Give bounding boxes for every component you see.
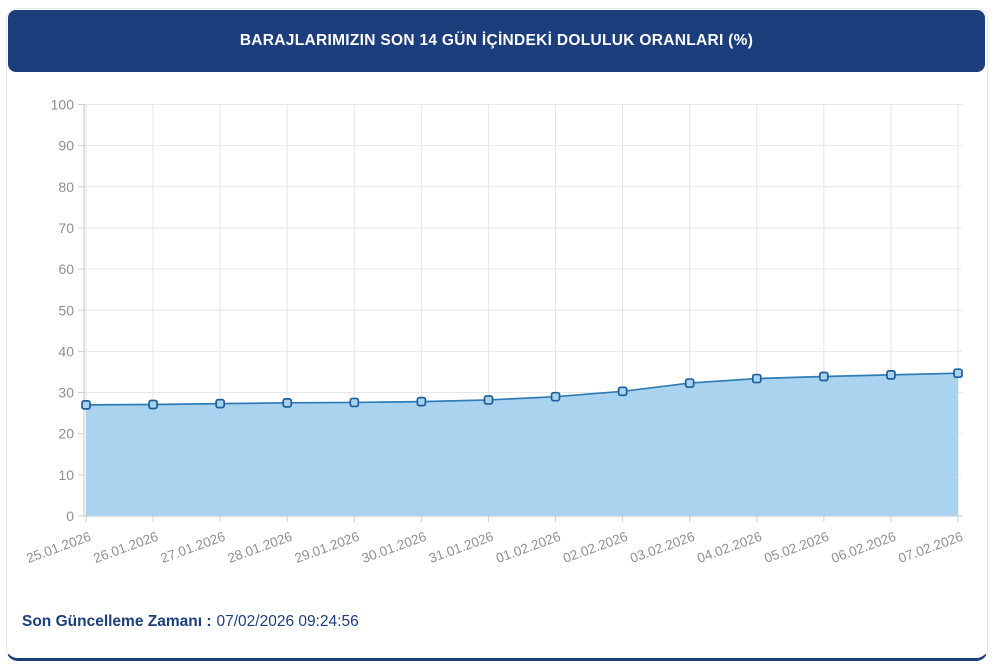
x-tick-label: 03.02.2026 — [628, 529, 697, 566]
x-tick-label: 04.02.2026 — [695, 529, 764, 566]
y-tick-label: 0 — [66, 508, 74, 524]
x-tick-label: 07.02.2026 — [896, 529, 965, 566]
data-point-marker[interactable] — [215, 398, 226, 409]
chart-canvas[interactable]: 0 10 20 30 40 50 60 70 80 90 100 25.01.202626.01.20… — [0, 88, 995, 588]
y-tick-label: 50 — [58, 302, 74, 318]
y-tick-label: 90 — [58, 138, 74, 154]
series-line — [85, 372, 959, 406]
x-tick-label: 31.01.2026 — [427, 529, 496, 566]
y-tick-label: 100 — [51, 97, 75, 113]
data-point-marker[interactable] — [483, 395, 494, 405]
data-point-marker[interactable] — [751, 373, 762, 384]
x-tick-label: 29.01.2026 — [293, 529, 362, 566]
x-tick-label: 26.01.2026 — [91, 529, 160, 566]
data-point-marker[interactable] — [818, 371, 829, 382]
y-tick-label: 30 — [58, 385, 74, 401]
y-tick-label: 70 — [58, 220, 74, 236]
data-point-marker[interactable] — [81, 400, 91, 410]
x-tick-label: 30.01.2026 — [360, 529, 429, 566]
chart-title-bar: BARAJLARIMIZIN SON 14 GÜN İÇİNDEKİ DOLUL… — [8, 10, 985, 72]
data-point-marker[interactable] — [953, 368, 963, 379]
data-point-marker[interactable] — [886, 370, 896, 380]
chart-title: BARAJLARIMIZIN SON 14 GÜN İÇİNDEKİ DOLUL… — [239, 32, 754, 49]
y-tick-label: 40 — [58, 343, 74, 359]
x-tick-label: 06.02.2026 — [829, 529, 898, 566]
data-point-marker[interactable] — [684, 378, 695, 388]
last-update-value: 07/02/2026 09:24:56 — [216, 613, 359, 630]
dam-fill-area-chart[interactable]: 0 10 20 30 40 50 60 70 80 90 100 25.01.2026 26.01.20… — [0, 88, 995, 588]
data-point-marker[interactable] — [416, 396, 427, 407]
x-tick-label: 28.01.2026 — [226, 529, 295, 566]
x-tick-label: 27.01.2026 — [159, 529, 228, 566]
data-point-marker[interactable] — [282, 397, 293, 408]
data-point-marker[interactable] — [148, 399, 158, 410]
last-update-label: Son Güncelleme Zamanı : — [22, 613, 212, 630]
y-tick-label: 80 — [58, 179, 74, 195]
x-tick-label: 25.01.2026 — [24, 529, 93, 566]
x-tick-label: 01.02.2026 — [494, 529, 563, 566]
data-point-marker[interactable] — [617, 386, 628, 397]
series-area — [86, 373, 958, 516]
y-tick-label: 60 — [58, 261, 74, 277]
y-tick-label: 10 — [58, 467, 74, 483]
x-tick-label: 02.02.2026 — [561, 529, 630, 566]
data-point-marker[interactable] — [550, 391, 561, 402]
data-point-marker[interactable] — [349, 397, 360, 408]
last-update-line: Son Güncelleme Zamanı :07/02/2026 09:24:… — [22, 613, 359, 631]
x-tick-label: 05.02.2026 — [762, 529, 831, 566]
y-tick-label: 20 — [58, 426, 74, 442]
